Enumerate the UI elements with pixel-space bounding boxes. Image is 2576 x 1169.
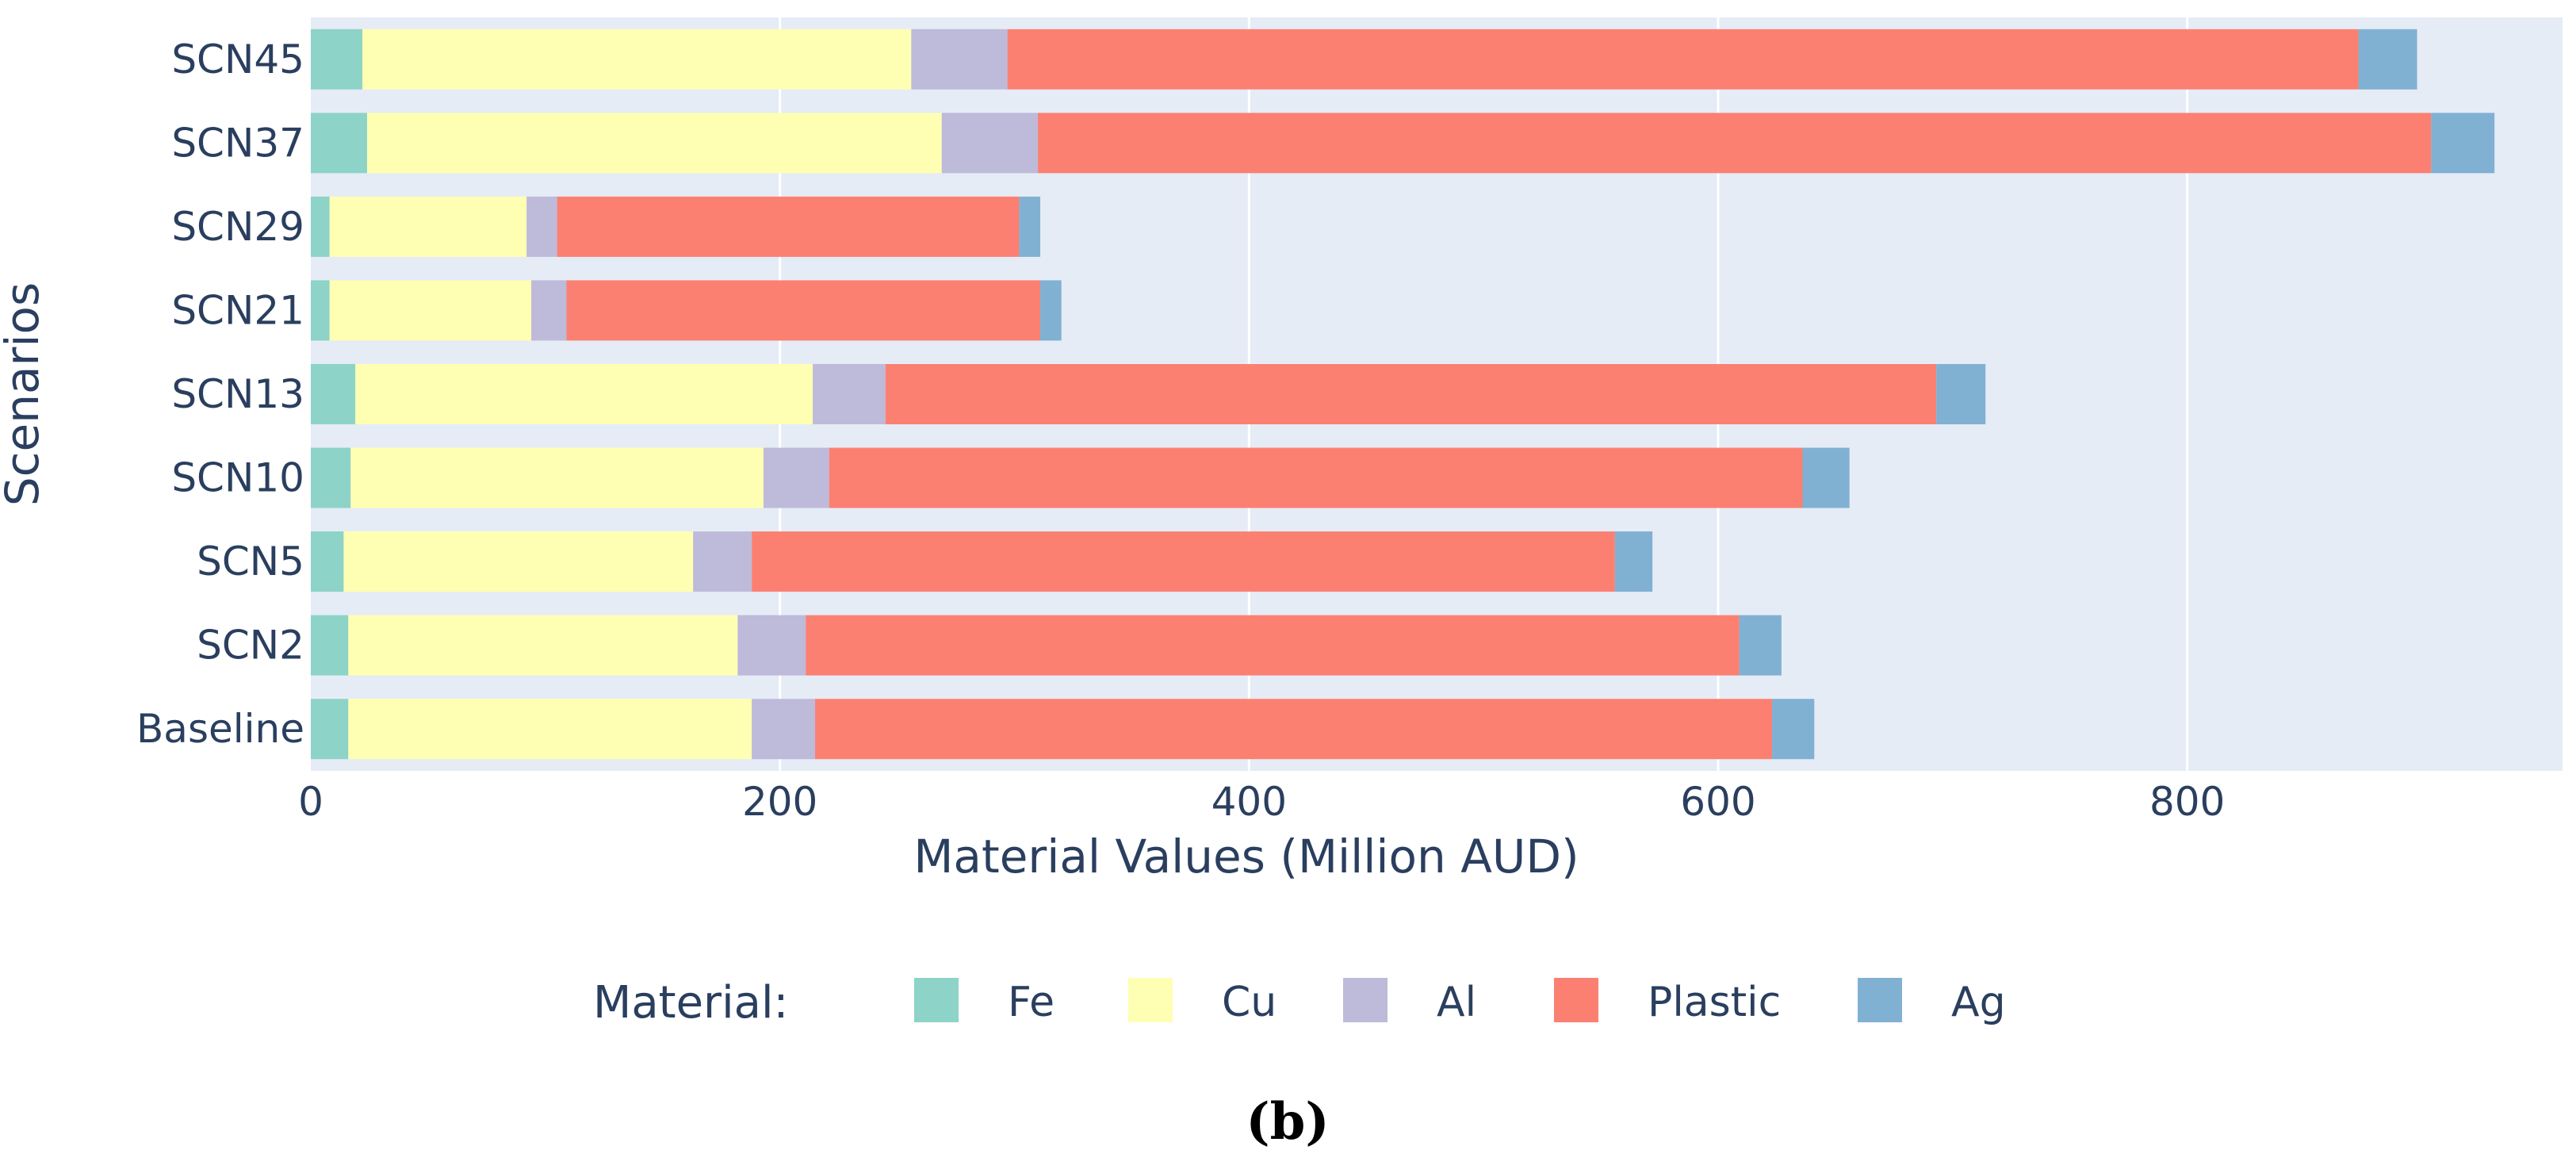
bar-segment-plastic[interactable] <box>885 364 1937 424</box>
bar-segment-al[interactable] <box>531 280 567 341</box>
bar-segment-fe[interactable] <box>311 113 367 174</box>
bar-segment-plastic[interactable] <box>557 196 1020 257</box>
legend-swatch-al[interactable] <box>1343 978 1388 1022</box>
bar-segment-ag[interactable] <box>2431 113 2495 174</box>
bar-segment-plastic[interactable] <box>1007 29 2359 90</box>
x-axis-title: Material Values (Million AUD) <box>913 830 1579 883</box>
y-tick-labels: Baseline SCN2 SCN5 SCN10 SCN13 SCN21 SCN29 SCN3… <box>136 36 304 752</box>
bar-segment-cu[interactable] <box>348 615 738 676</box>
bar-segment-ag[interactable] <box>1936 364 1986 424</box>
bar-segment-ag[interactable] <box>1040 280 1062 341</box>
y-tick-label: SCN10 <box>171 455 304 501</box>
y-tick-label: SCN2 <box>197 623 304 669</box>
x-tick-label: 200 <box>742 779 817 825</box>
legend-label-al: Al <box>1437 979 1476 1026</box>
bar-segment-al[interactable] <box>693 531 752 592</box>
bar-segment-al[interactable] <box>763 447 829 508</box>
y-tick-label: SCN37 <box>171 120 304 166</box>
bar-segment-plastic[interactable] <box>752 531 1615 592</box>
bar-segment-cu[interactable] <box>329 196 527 257</box>
bar-segment-fe[interactable] <box>311 364 356 424</box>
bar-segment-al[interactable] <box>911 29 1008 90</box>
y-tick-label: SCN29 <box>171 204 304 250</box>
bar-segment-fe[interactable] <box>311 699 349 760</box>
x-tick-label: 400 <box>1211 779 1287 825</box>
bar-segment-ag[interactable] <box>1019 196 1041 257</box>
bar-segment-plastic[interactable] <box>1038 113 2432 174</box>
y-axis-title: Scenarios <box>0 282 49 506</box>
bar-segment-plastic[interactable] <box>566 280 1041 341</box>
bars <box>311 29 2495 760</box>
bar-segment-cu[interactable] <box>355 364 813 424</box>
bar-segment-ag[interactable] <box>2358 29 2417 90</box>
legend-label-cu: Cu <box>1222 979 1277 1026</box>
bar-segment-plastic[interactable] <box>829 447 1803 508</box>
bar-segment-al[interactable] <box>752 699 816 760</box>
bar-segment-cu[interactable] <box>367 113 942 174</box>
legend-title: Material: <box>593 977 788 1029</box>
bar-segment-fe[interactable] <box>311 615 349 676</box>
bar-segment-fe[interactable] <box>311 531 344 592</box>
x-tick-label: 0 <box>298 779 323 825</box>
bar-segment-plastic[interactable] <box>806 615 1740 676</box>
y-tick-label: Baseline <box>136 706 304 752</box>
bar-segment-fe[interactable] <box>311 196 330 257</box>
bar-segment-cu[interactable] <box>362 29 912 90</box>
legend-swatch-fe[interactable] <box>914 978 959 1022</box>
bar-segment-fe[interactable] <box>311 280 330 341</box>
y-tick-label: SCN13 <box>171 371 304 417</box>
bar-segment-ag[interactable] <box>1772 699 1815 760</box>
x-tick-label: 800 <box>2149 779 2225 825</box>
bar-segment-fe[interactable] <box>311 447 351 508</box>
y-tick-label: SCN5 <box>197 539 304 584</box>
legend-label-ag: Ag <box>1951 979 2006 1026</box>
bar-segment-al[interactable] <box>813 364 886 424</box>
bar-segment-cu[interactable] <box>350 447 764 508</box>
x-tick-label: 600 <box>1680 779 1755 825</box>
bar-segment-al[interactable] <box>941 113 1039 174</box>
bar-segment-plastic[interactable] <box>815 699 1773 760</box>
legend: Material: Fe Cu Al Plastic Ag <box>593 977 2006 1029</box>
bar-segment-al[interactable] <box>737 615 806 676</box>
legend-label-fe: Fe <box>1008 979 1055 1026</box>
legend-swatch-plastic[interactable] <box>1554 978 1598 1022</box>
bar-segment-cu[interactable] <box>348 699 752 760</box>
bar-segment-ag[interactable] <box>1614 531 1653 592</box>
legend-label-plastic: Plastic <box>1648 979 1781 1026</box>
x-tick-labels: 0 200 400 600 800 <box>298 779 2225 825</box>
legend-swatch-ag[interactable] <box>1858 978 1902 1022</box>
panel-label: (b) <box>1246 1092 1329 1152</box>
bar-segment-cu[interactable] <box>329 280 532 341</box>
y-tick-label: SCN45 <box>171 36 304 82</box>
y-tick-label: SCN21 <box>171 287 304 333</box>
bar-segment-al[interactable] <box>526 196 557 257</box>
bar-segment-ag[interactable] <box>1739 615 1782 676</box>
bar-segment-cu[interactable] <box>343 531 694 592</box>
legend-swatch-cu[interactable] <box>1128 978 1173 1022</box>
bar-segment-ag[interactable] <box>1802 447 1850 508</box>
bar-segment-fe[interactable] <box>311 29 363 90</box>
